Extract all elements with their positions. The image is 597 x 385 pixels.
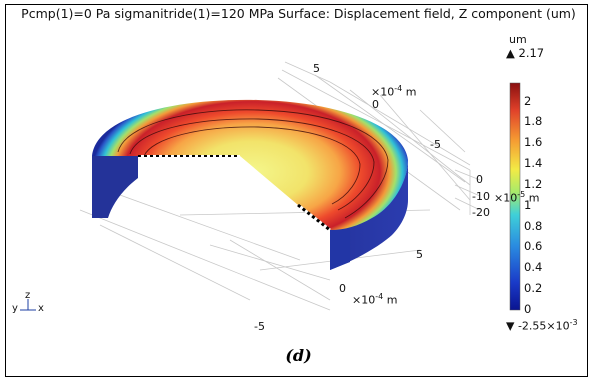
axis-tick: -20 [472,206,490,219]
unit-exponent: -5 [517,190,526,199]
colorbar [509,82,521,311]
unit-suffix: m [525,191,540,205]
axis-unit-label: ×10-4 m [352,292,397,307]
unit-base: ×10 [494,191,518,205]
axis-tick: -5 [430,138,441,151]
unit-exponent: -4 [394,84,403,93]
axis-tick: 5 [416,248,423,261]
colorbar-min-exponent: -3 [569,318,578,327]
triad-x-label: x [38,303,44,314]
colorbar-max-label: ▲ 2.17 [506,46,545,60]
colorbar-min-label: ▼ -2.55×10-3 [506,318,578,333]
unit-suffix: m [383,293,398,307]
colorbar-tick: 1.8 [524,114,543,128]
colorbar-tick: 0.8 [524,219,543,233]
unit-base: ×10 [352,293,376,307]
colorbar-unit: um [509,33,527,46]
axis-unit-label: ×10-5 m [494,190,539,205]
colorbar-tick: 1 [524,198,532,212]
axis-tick: 0 [476,173,483,186]
axis-triad [20,299,36,311]
unit-exponent: -4 [375,292,384,301]
axis-tick: -5 [254,320,265,333]
plot-title: Pcmp(1)=0 Pa sigmanitride(1)=120 MPa Sur… [21,6,576,21]
colorbar-tick: 0.2 [524,281,543,295]
axis-tick: 0 [339,282,346,295]
triad-y-label: y [12,303,18,314]
axis-tick: 0 [372,98,379,111]
axis-tick: 5 [313,62,320,75]
axis-unit-label: ×10-4 m [371,84,416,99]
unit-suffix: m [402,85,417,99]
contour-lines [117,109,389,219]
colorbar-tick: 0 [524,302,532,316]
disk-top-surface [92,99,408,231]
triad-z-label: z [25,290,31,301]
unit-base: ×10 [371,85,395,99]
colorbar-tick: 0.6 [524,239,543,253]
colorbar-tick: 0.4 [524,260,543,274]
disk-left-wall [92,156,138,218]
colorbar-tick: 2 [524,94,532,108]
figure-caption: (d) [285,346,312,365]
colorbar-tick: 1.2 [524,177,543,191]
cut-edge-pattern [138,155,331,232]
colorbar-tick: 1.6 [524,135,543,149]
colorbar-min-value: ▼ -2.55×10 [506,319,570,333]
axis-tick: -10 [472,190,490,203]
colorbar-tick: 1.4 [524,156,543,170]
